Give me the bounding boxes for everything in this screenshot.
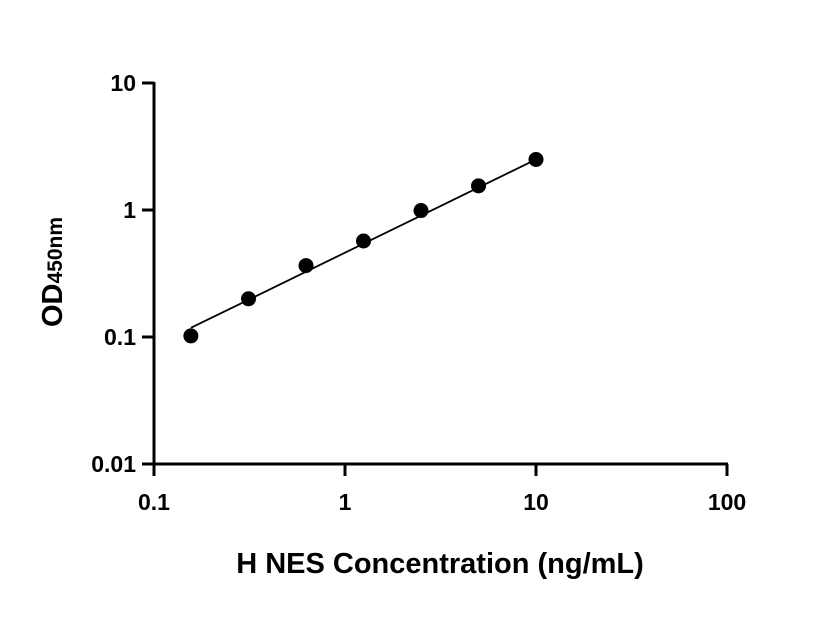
data-point-2 xyxy=(298,258,314,274)
data-point-3 xyxy=(356,233,372,249)
x-tick-label-3: 100 xyxy=(708,489,746,515)
y-axis-label-subscript: 450nm xyxy=(44,217,67,284)
x-tick-label-0: 0.1 xyxy=(138,489,170,515)
x-tick-label-1: 1 xyxy=(339,489,352,515)
data-point-6 xyxy=(528,151,544,167)
y-axis-label-main: OD xyxy=(37,284,69,328)
data-point-5 xyxy=(471,178,487,194)
x-tick-label-2: 10 xyxy=(523,489,549,515)
data-point-4 xyxy=(413,203,429,219)
y-axis-label: OD450nm xyxy=(37,217,69,327)
data-point-1 xyxy=(241,291,257,307)
y-tick-label-3: 10 xyxy=(110,70,136,96)
y-tick-label-0: 0.01 xyxy=(91,451,136,477)
data-points xyxy=(183,151,544,344)
y-tick-label-2: 1 xyxy=(123,197,136,223)
y-tick-label-1: 0.1 xyxy=(104,324,136,350)
axes xyxy=(152,82,728,466)
x-axis-label: H NES Concentration (ng/mL) xyxy=(236,548,644,580)
data-point-0 xyxy=(183,328,199,344)
